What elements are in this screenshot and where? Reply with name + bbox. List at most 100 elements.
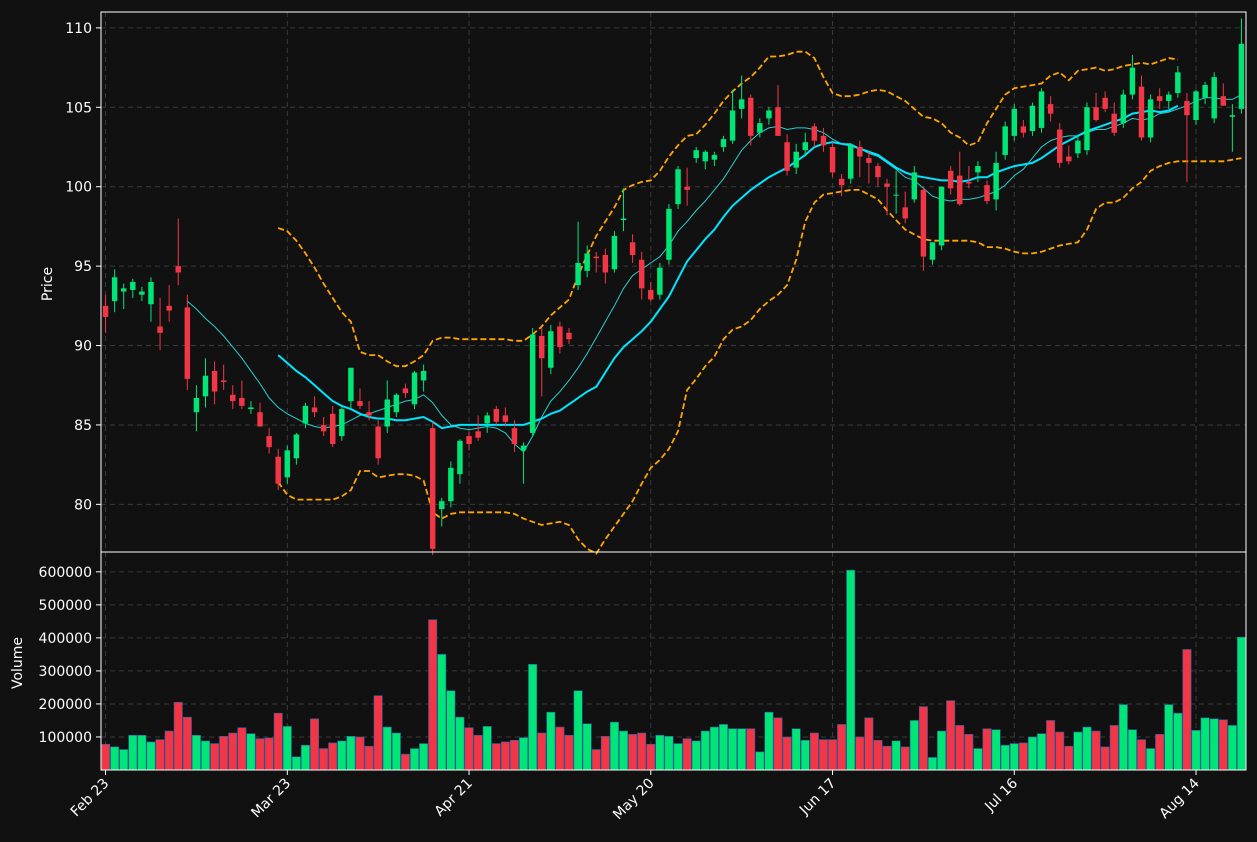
candle-body [175,266,181,273]
candle-body [1093,107,1099,120]
candle-body [166,305,172,311]
volume-bar [1118,704,1128,771]
volume-bar [246,733,256,771]
candle-body [684,186,690,190]
candle-body [693,150,699,159]
candle-body [866,158,872,163]
candle-body [502,415,509,422]
candle-body [348,367,354,402]
volume-bar [300,744,310,771]
candle-body [947,170,954,189]
volume-bar [228,732,238,771]
price-overlays [186,50,1242,555]
candle-body [184,307,191,379]
long-moving-average-line [277,104,1179,430]
volume-bar [1073,731,1083,771]
volume-bar [909,720,919,771]
volume-bar [355,736,365,771]
volume-bar [600,736,610,771]
candle-body [1047,104,1054,114]
candle-body [1020,126,1027,133]
volume-bar [182,716,192,771]
candle-body [838,178,845,186]
volume-bar [1137,739,1146,771]
candle-body [702,151,709,162]
candle-body [911,172,918,200]
candle-body [102,305,109,317]
volume-bar [718,724,728,771]
candle-body [1120,94,1127,124]
price-axis-label: Price [40,267,56,301]
volume-bar [791,728,801,771]
candle-body [529,334,536,433]
candle-body [711,154,718,160]
volume-bar [800,739,810,771]
candle-body [757,123,763,133]
volume-bar [573,690,583,771]
volume-bar [128,735,138,771]
candle-body [1102,97,1108,109]
volume-tick-label: 400000 [39,631,92,647]
candle-body [993,162,999,200]
candle-body [975,166,981,173]
candle-body [566,332,572,340]
volume-bar [110,746,120,771]
candle-body [1220,96,1227,106]
candle-body [448,467,454,502]
volume-axis-label: Volume [10,637,26,689]
volume-bar [428,619,438,771]
volume-bar [955,725,965,771]
candle-body [148,282,154,305]
candle-body [1211,77,1217,119]
volume-bar [191,735,201,771]
volume-tick-label: 500000 [39,598,92,614]
volume-bar [564,735,574,771]
volume-bar [1209,718,1219,771]
volume-bar [1046,720,1056,771]
candle-body [266,436,272,448]
volume-bar [746,728,756,771]
volume-bar [837,724,847,771]
volume-bar [173,701,183,771]
volume-bar [982,728,992,771]
volume-bar [319,748,329,771]
volume-bar [1127,729,1137,771]
candle-body [720,139,727,147]
price-tick-label: 100 [65,180,92,196]
volume-bar [1236,636,1246,771]
volume-bar [1009,743,1019,771]
volume-bar [1000,744,1010,771]
volume-bar [1037,733,1047,771]
candle-body [957,175,963,205]
volume-bar [937,730,947,771]
volume-bar [382,726,392,771]
candle-body [539,336,545,359]
volume-bar [646,743,656,771]
volume-bar [700,730,710,771]
volume-bar [219,736,229,771]
candle-body [847,145,854,179]
candle-body [1238,43,1245,109]
volume-bar [419,743,429,771]
candle-body [902,207,908,219]
candle-body [1175,72,1181,93]
candle-body [648,289,654,300]
candle-body [402,388,409,394]
candle-body [130,282,136,290]
volume-bar [473,735,483,771]
candle-body [357,401,363,406]
volume-bar [673,743,683,771]
candle-body [766,110,772,119]
candle-body [548,331,554,368]
candle-body [875,166,881,178]
volume-bar [391,732,401,771]
volume-bar [591,749,601,771]
candle-body [1229,115,1236,117]
candle-body [938,186,945,246]
volume-bar [664,736,674,771]
volume-tick-label: 200000 [39,697,92,713]
volume-bar [282,726,292,771]
volume-bar [446,690,456,771]
